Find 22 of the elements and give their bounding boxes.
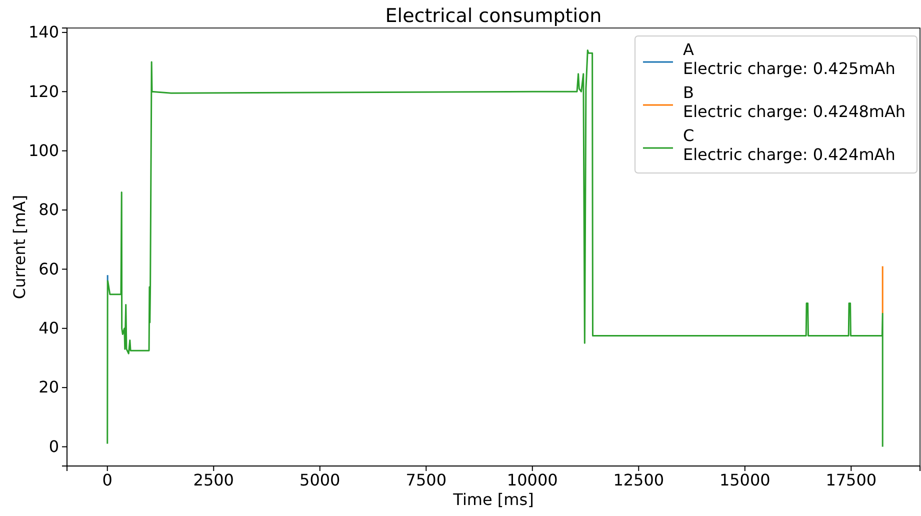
- x-tick-label: 2500: [193, 470, 234, 490]
- legend-label: C Electric charge: 0.424mAh: [683, 126, 896, 164]
- y-axis-title: Current [mA]: [10, 194, 29, 300]
- y-tick-label: 120: [28, 82, 59, 101]
- x-tick-label: 5000: [300, 470, 340, 490]
- x-tick-label: 15000: [719, 470, 770, 490]
- x-tick-label: 17500: [826, 470, 877, 490]
- legend-label: A Electric charge: 0.425mAh: [683, 40, 896, 78]
- legend-label: B Electric charge: 0.4248mAh: [683, 83, 906, 121]
- y-tick-label: 20: [38, 378, 59, 397]
- x-axis-title: Time [ms]: [452, 490, 534, 509]
- x-tick-label: 0: [102, 470, 112, 490]
- y-tick-label: 0: [48, 436, 59, 456]
- x-tick-label: 7500: [406, 470, 446, 490]
- y-tick-label: 100: [28, 140, 59, 160]
- y-tick-label: 40: [38, 318, 59, 338]
- y-tick-label: 60: [38, 259, 59, 278]
- x-tick-label: 10000: [506, 470, 558, 490]
- y-tick-label: 140: [28, 22, 59, 42]
- x-tick-label: 12500: [613, 470, 664, 490]
- y-tick-label: 80: [38, 200, 59, 220]
- chart-title: Electrical consumption: [385, 5, 602, 27]
